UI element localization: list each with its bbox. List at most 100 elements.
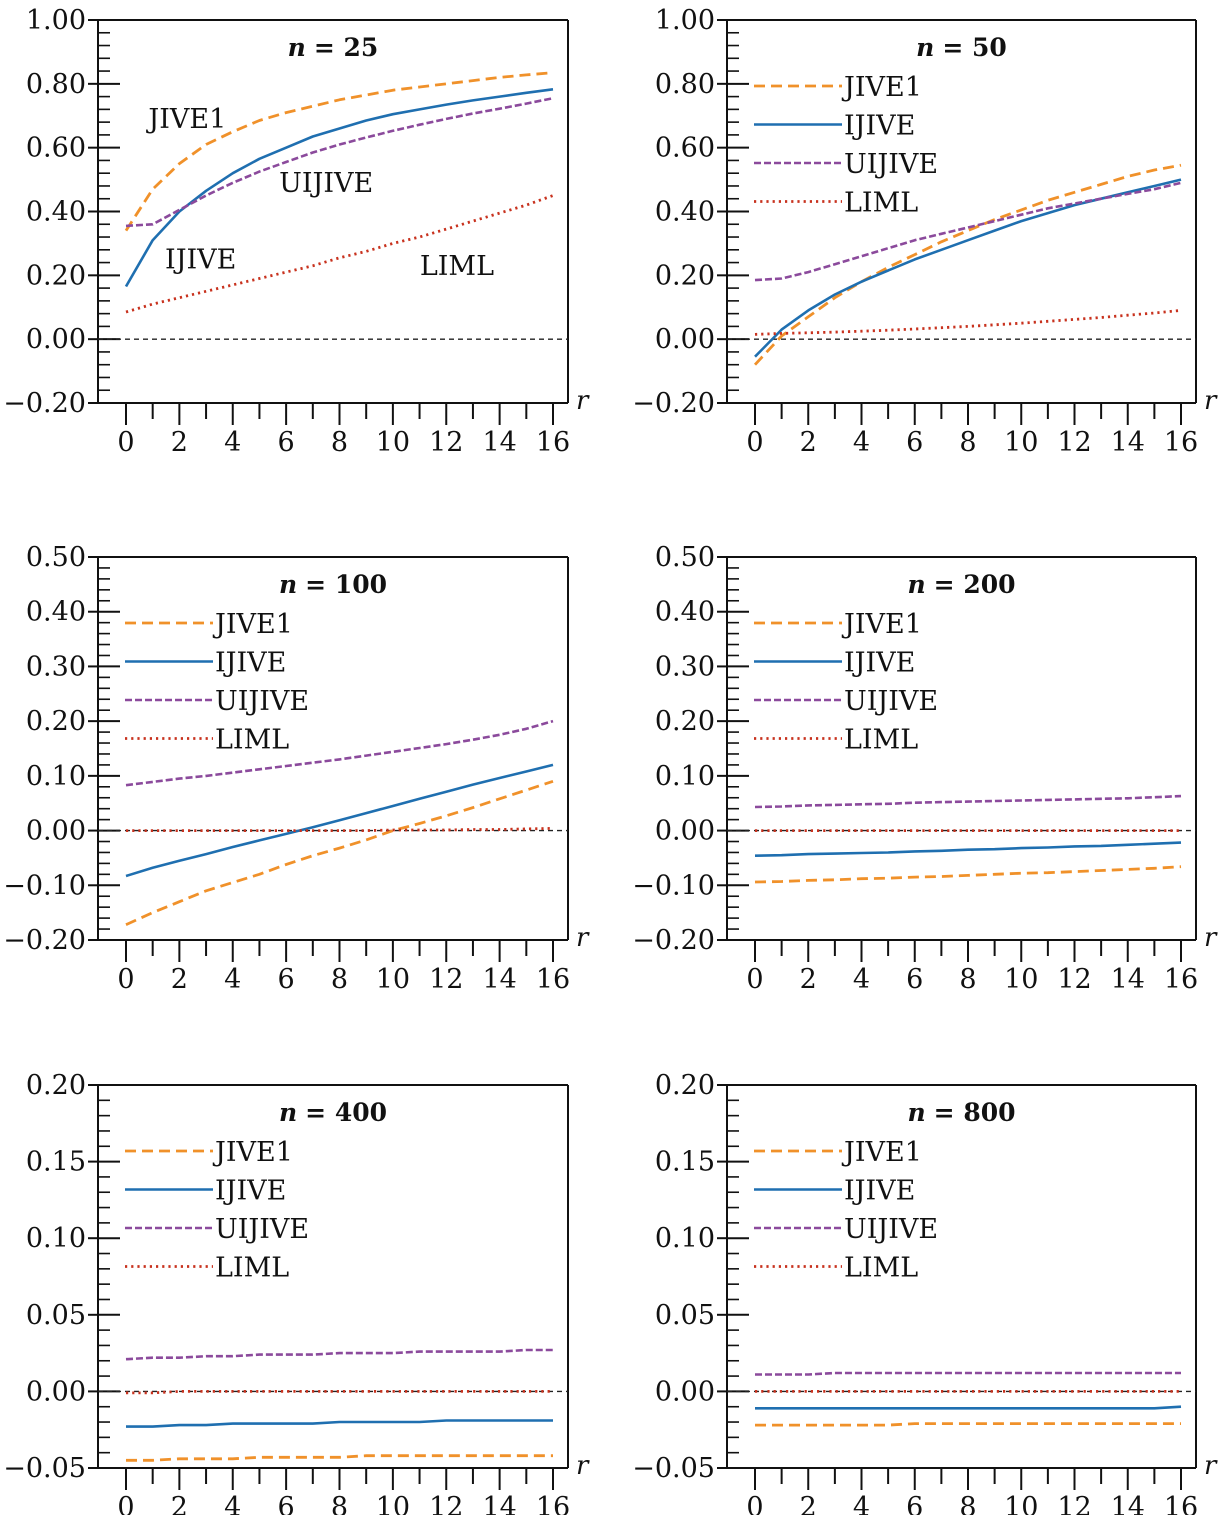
legend-label-ijive: IJIVE bbox=[844, 1176, 915, 1207]
y-tick-label: 0.40 bbox=[26, 197, 86, 228]
legend-label-ijive: IJIVE bbox=[215, 648, 286, 679]
x-tick-label: 10 bbox=[376, 427, 410, 458]
series-line-ijive bbox=[124, 88, 554, 288]
x-tick-label: 16 bbox=[1164, 427, 1198, 458]
y-tick-label: 1.00 bbox=[26, 5, 86, 36]
inline-label-liml: LIML bbox=[420, 251, 494, 282]
legend: JIVE1 IJIVE UIJIVE LIML bbox=[754, 609, 938, 756]
x-tick-label: 16 bbox=[536, 1492, 570, 1515]
x-axis-label: r bbox=[1204, 386, 1218, 416]
y-tick-label: 0.40 bbox=[655, 197, 715, 228]
panel-title-var: n bbox=[288, 33, 306, 62]
series-line-uijive bbox=[125, 719, 554, 787]
x-tick-label: 14 bbox=[1111, 1492, 1145, 1515]
x-tick-label: 6 bbox=[906, 427, 923, 458]
x-tick-label: 0 bbox=[117, 427, 134, 458]
panel-title-value: = 100 bbox=[305, 570, 387, 599]
x-tick-label: 6 bbox=[278, 964, 295, 995]
x-tick-label: 2 bbox=[800, 964, 817, 995]
x-tick-label: 2 bbox=[171, 964, 188, 995]
series-line-ijive bbox=[754, 841, 1182, 857]
x-tick-label: 4 bbox=[224, 1492, 241, 1515]
x-tick-label: 10 bbox=[376, 1492, 410, 1515]
x-tick-label: 12 bbox=[429, 427, 463, 458]
series-line-uijive bbox=[125, 1348, 553, 1361]
x-tick-label: 10 bbox=[1004, 1492, 1038, 1515]
y-tick-label: −0.20 bbox=[3, 388, 86, 419]
y-tick-label: 0.10 bbox=[26, 1223, 86, 1254]
x-tick-label: 2 bbox=[800, 1492, 817, 1515]
legend-label-jive1: JIVE1 bbox=[841, 1137, 922, 1168]
y-tick-label: 0.15 bbox=[26, 1147, 86, 1178]
series-line-ijive bbox=[755, 1405, 1182, 1410]
legend-label-uijive: UIJIVE bbox=[215, 686, 309, 717]
x-tick-label: 4 bbox=[224, 964, 241, 995]
legend-label-jive1: JIVE1 bbox=[841, 72, 922, 103]
legend-label-jive1: JIVE1 bbox=[212, 1137, 293, 1168]
y-tick-label: 0.30 bbox=[655, 651, 715, 682]
series-line-liml bbox=[754, 309, 1182, 336]
x-tick-label: 12 bbox=[429, 964, 463, 995]
legend-label-liml: LIML bbox=[844, 725, 918, 756]
y-tick-label: 0.20 bbox=[26, 1070, 86, 1101]
legend-label-uijive: UIJIVE bbox=[844, 149, 938, 180]
y-tick-label: 0.00 bbox=[26, 1376, 86, 1407]
y-tick-label: −0.05 bbox=[3, 1453, 86, 1484]
x-tick-label: 12 bbox=[1057, 1492, 1091, 1515]
series-line-uijive bbox=[754, 181, 1182, 282]
panel-title-value: = 800 bbox=[934, 1098, 1016, 1127]
x-tick-label: 8 bbox=[959, 964, 976, 995]
panel-title-var: n bbox=[279, 570, 297, 599]
x-tick-label: 4 bbox=[853, 964, 870, 995]
x-tick-label: 0 bbox=[117, 964, 134, 995]
y-tick-label: 0.20 bbox=[655, 706, 715, 737]
x-tick-label: 8 bbox=[331, 964, 348, 995]
y-tick-label: 0.50 bbox=[26, 542, 86, 573]
panel-title-var: n bbox=[916, 33, 934, 62]
inline-label-uijive: UIJIVE bbox=[279, 168, 373, 199]
series-line-jive1 bbox=[125, 779, 554, 926]
x-tick-label: 0 bbox=[746, 964, 763, 995]
x-tick-label: 14 bbox=[482, 1492, 516, 1515]
series-line-ijive bbox=[126, 1419, 553, 1428]
x-tick-label: 0 bbox=[117, 1492, 134, 1515]
legend-label-ijive: IJIVE bbox=[844, 111, 915, 142]
y-tick-label: 0.50 bbox=[655, 542, 715, 573]
panel-5: 0.20 0.15 0.10 0.05 0.00 −0.05 0 2 4 6 8 10 12 14 16 r n… bbox=[3, 1070, 590, 1515]
x-tick-label: 16 bbox=[1164, 964, 1198, 995]
x-axis-label: r bbox=[576, 386, 590, 416]
panel-title-var: n bbox=[907, 1098, 925, 1127]
series-line-jive1 bbox=[753, 163, 1182, 366]
x-tick-label: 12 bbox=[1057, 964, 1091, 995]
x-tick-label: 0 bbox=[746, 1492, 763, 1515]
x-tick-label: 12 bbox=[429, 1492, 463, 1515]
y-tick-label: −0.20 bbox=[632, 925, 715, 956]
y-tick-label: 0.30 bbox=[26, 651, 86, 682]
legend-label-liml: LIML bbox=[844, 188, 918, 219]
panel-title-var: n bbox=[907, 570, 925, 599]
x-axis-label: r bbox=[576, 1451, 590, 1481]
y-tick-label: −0.10 bbox=[3, 870, 86, 901]
panel-title: n = 800 bbox=[907, 1098, 1015, 1127]
x-tick-label: 4 bbox=[853, 427, 870, 458]
y-tick-label: −0.05 bbox=[632, 1453, 715, 1484]
legend-label-jive1: JIVE1 bbox=[212, 609, 293, 640]
y-tick-label: 0.60 bbox=[655, 133, 715, 164]
series-line-uijive bbox=[755, 1371, 1181, 1376]
series-line-jive1 bbox=[126, 1454, 553, 1462]
inline-label-jive1: JIVE1 bbox=[145, 104, 226, 135]
x-tick-label: 16 bbox=[1164, 1492, 1198, 1515]
panel-title: n = 200 bbox=[907, 570, 1015, 599]
x-tick-label: 16 bbox=[536, 964, 570, 995]
legend-label-uijive: UIJIVE bbox=[844, 686, 938, 717]
y-tick-label: 0.40 bbox=[26, 597, 86, 628]
inline-label-ijive: IJIVE bbox=[165, 244, 236, 275]
x-tick-label: 8 bbox=[959, 427, 976, 458]
x-tick-label: 2 bbox=[171, 1492, 188, 1515]
x-tick-label: 6 bbox=[278, 427, 295, 458]
x-tick-label: 14 bbox=[482, 427, 516, 458]
y-tick-label: 0.80 bbox=[26, 69, 86, 100]
legend-label-liml: LIML bbox=[844, 1253, 918, 1284]
y-tick-label: 0.10 bbox=[26, 761, 86, 792]
